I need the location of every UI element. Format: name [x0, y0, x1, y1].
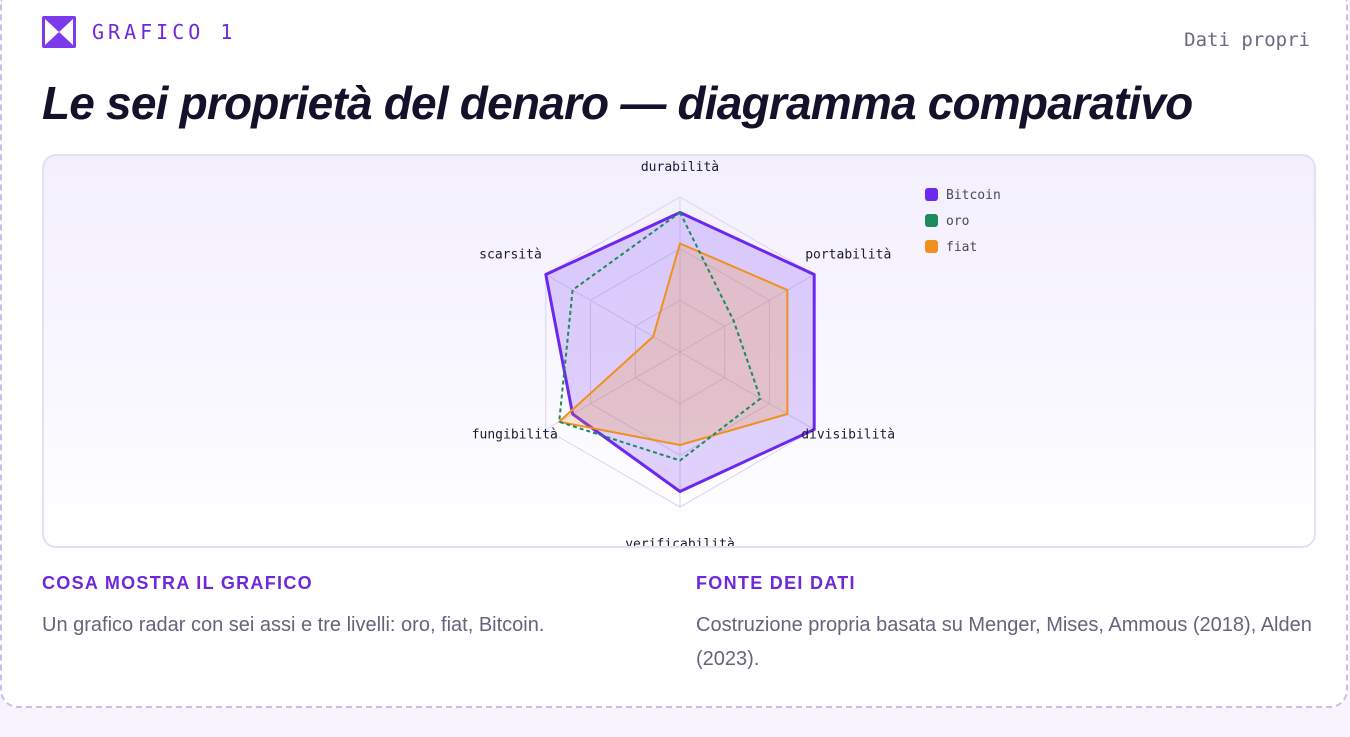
axis-line [679, 274, 815, 353]
page-title: Le sei proprietà del denaro — diagramma … [42, 77, 1193, 129]
chart-panel: durabilità portabilità divisibilità verific… [42, 154, 1316, 548]
source-tag: Dati propri [1184, 29, 1310, 51]
logo-icon [42, 16, 76, 48]
series-fiat [558, 242, 789, 446]
legend-label-oro: oro [946, 214, 969, 229]
axis-line [545, 274, 681, 353]
chart-kicker: GRAFICO 1 [92, 20, 237, 44]
chart-card: GRAFICO 1 Dati propri Le sei proprietà d… [0, 0, 1348, 708]
axis-label: fungibilità [472, 428, 558, 443]
description-heading: COSA MOSTRA IL GRAFICO [42, 573, 313, 593]
axis-label: verificabilità [625, 537, 735, 546]
axis-label: portabilità [805, 248, 891, 263]
chart-description: COSA MOSTRA IL GRAFICO Un grafico radar … [42, 573, 642, 642]
axis-line [679, 351, 815, 430]
series-bitcoin [544, 211, 816, 493]
legend-label-fiat: fiat [946, 240, 977, 255]
legend-label-bitcoin: Bitcoin [946, 188, 1001, 203]
axis-label: divisibilità [801, 428, 895, 443]
source-text: Costruzione propria basata su Menger, Mi… [696, 614, 1312, 670]
legend-swatch-bitcoin [925, 188, 938, 201]
axis-label: durabilità [641, 160, 719, 175]
description-text: Un grafico radar con sei assi e tre live… [42, 614, 545, 636]
source-heading: FONTE DEI DATI [696, 573, 856, 593]
legend-swatch-oro [925, 214, 938, 227]
data-source: FONTE DEI DATI Costruzione propria basat… [696, 573, 1326, 676]
series-oro [558, 210, 762, 462]
legend-swatch-fiat [925, 240, 938, 253]
axis-line [545, 351, 681, 430]
radar-chart: durabilità portabilità divisibilità verific… [472, 160, 1001, 546]
header: GRAFICO 1 [42, 16, 236, 48]
axis-label: scarsità [479, 248, 542, 263]
